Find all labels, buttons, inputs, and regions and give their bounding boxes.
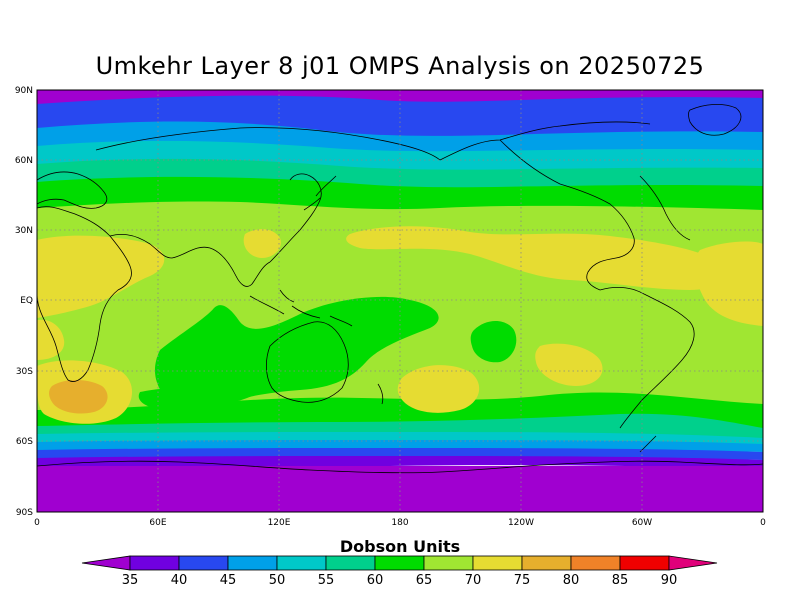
colorbar-label: 90 (661, 573, 678, 588)
lat-tick-90n: 90N (15, 86, 33, 96)
colorbar-segment (277, 556, 326, 570)
colorbar-segment (424, 556, 473, 570)
colorbar-segment (228, 556, 277, 570)
lat-axis: 90N 60N 30N EQ 30S 60S 90S (15, 86, 33, 518)
colorbar-label: 55 (318, 573, 335, 588)
colorbar-segment (326, 556, 375, 570)
lon-axis: 0 60E 120E 180 120W 60W 0 (34, 518, 766, 528)
lat-tick-60n: 60N (15, 156, 33, 166)
colorbar-segment-below-min (82, 556, 130, 570)
lon-tick-0-left: 0 (34, 518, 40, 528)
colorbar-label: 60 (367, 573, 384, 588)
colorbar-title: Dobson Units (340, 537, 460, 556)
colorbar-segment (620, 556, 669, 570)
lon-tick-120e: 120E (268, 518, 291, 528)
colorbar-segment (179, 556, 228, 570)
lat-tick-60s: 60S (16, 437, 33, 447)
lon-tick-0-right: 0 (760, 518, 766, 528)
lon-tick-60e: 60E (149, 518, 166, 528)
lon-tick-60w: 60W (632, 518, 652, 528)
colorbar-segment-above-max (669, 556, 717, 570)
colorbar-label: 35 (122, 573, 139, 588)
colorbar-segment (522, 556, 571, 570)
colorbar-segment (130, 556, 179, 570)
lat-tick-90s: 90S (16, 508, 33, 518)
colorbar-label: 40 (171, 573, 188, 588)
colorbar: 35 40 45 50 55 60 65 70 75 80 85 90 (82, 556, 717, 588)
colorbar-label: 65 (416, 573, 433, 588)
colorbar-segment (473, 556, 522, 570)
lon-tick-180: 180 (391, 518, 408, 528)
lon-tick-120w: 120W (508, 518, 534, 528)
colorbar-label: 85 (612, 573, 629, 588)
lat-tick-eq: EQ (20, 296, 33, 306)
colorbar-label: 75 (514, 573, 531, 588)
colorbar-label: 70 (465, 573, 482, 588)
lat-tick-30n: 30N (15, 226, 33, 236)
colorbar-segment (375, 556, 424, 570)
colorbar-segment (571, 556, 620, 570)
lat-tick-30s: 30S (16, 367, 33, 377)
colorbar-label: 50 (269, 573, 286, 588)
colorbar-label: 80 (563, 573, 580, 588)
colorbar-label: 45 (220, 573, 237, 588)
